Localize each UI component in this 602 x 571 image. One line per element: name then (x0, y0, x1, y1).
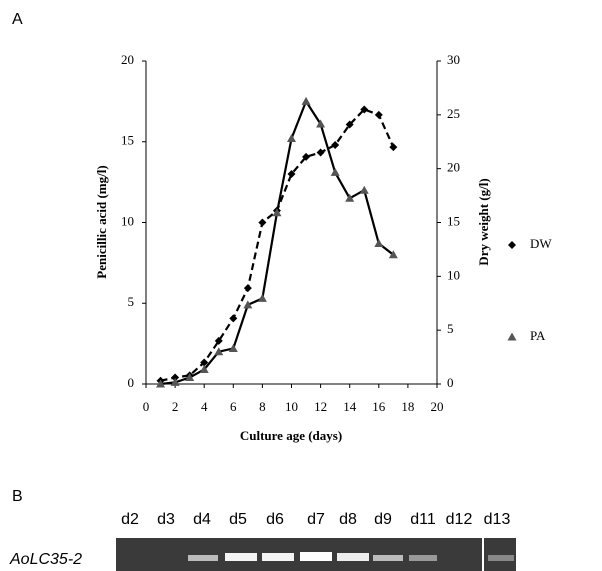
data-point (171, 373, 180, 382)
legend-label: PA (530, 328, 546, 343)
data-point (199, 364, 209, 373)
data-point (359, 185, 369, 194)
band (188, 555, 218, 561)
x-tick-label: 18 (401, 399, 414, 414)
y2-axis-title: Dry weight (g/l) (476, 178, 491, 265)
data-point (272, 208, 282, 217)
data-point (330, 167, 340, 176)
panel-label: B (12, 488, 23, 505)
y2-tick-label: 15 (447, 213, 460, 228)
data-point (228, 343, 238, 352)
gene-label: AoLC35-2 (9, 551, 82, 568)
data-point (345, 193, 355, 202)
data-point (374, 110, 383, 119)
data-point (258, 218, 267, 227)
data-point (374, 238, 384, 247)
band (225, 553, 257, 561)
legend-marker (508, 241, 516, 249)
data-point (156, 379, 166, 388)
data-point (214, 347, 224, 356)
y2-tick-label: 25 (447, 106, 460, 121)
band (300, 552, 332, 561)
x-tick-label: 14 (343, 399, 357, 414)
data-point (360, 105, 369, 114)
data-point (229, 314, 238, 323)
band (409, 555, 437, 561)
data-point (316, 148, 325, 157)
y2-tick-label: 30 (447, 52, 460, 67)
y-tick-label: 15 (121, 133, 134, 148)
x-tick-label: 8 (259, 399, 266, 414)
legend-marker (507, 332, 517, 341)
lane-label: d6 (266, 511, 284, 528)
data-point (389, 143, 398, 152)
x-tick-label: 6 (230, 399, 237, 414)
data-point (302, 152, 311, 161)
x-tick-label: 20 (431, 399, 444, 414)
gel-background (484, 538, 516, 571)
data-point (200, 358, 209, 367)
band (488, 555, 514, 561)
band (262, 553, 294, 561)
y-tick-label: 10 (121, 213, 134, 228)
band (337, 553, 369, 561)
band (373, 555, 403, 561)
lane-label: d3 (157, 511, 175, 528)
gel (116, 538, 516, 571)
lane-label: d2 (121, 511, 139, 528)
data-point (170, 377, 180, 386)
y-tick-label: 20 (121, 52, 134, 67)
data-point (287, 170, 296, 179)
y2-tick-label: 10 (447, 267, 460, 282)
x-tick-label: 16 (372, 399, 386, 414)
series-line (160, 98, 395, 386)
data-point (214, 336, 223, 345)
data-point (185, 373, 195, 382)
x-tick-label: 4 (201, 399, 208, 414)
lane-label: d11 (410, 511, 436, 528)
lane-label: d7 (307, 511, 325, 528)
y-tick-label: 5 (128, 294, 135, 309)
x-tick-label: 2 (172, 399, 179, 414)
data-point (243, 300, 253, 309)
y-tick-label: 0 (128, 375, 135, 390)
data-point (243, 284, 252, 293)
data-point (316, 119, 326, 128)
lane-label: d9 (374, 511, 392, 528)
x-tick-label: 0 (143, 399, 150, 414)
lane-label: d8 (339, 511, 357, 528)
legend-label: DW (530, 236, 552, 251)
x-tick-label: 10 (285, 399, 298, 414)
y-axis-title: Penicillic acid (mg/l) (94, 165, 109, 278)
y2-tick-label: 5 (447, 321, 454, 336)
y2-tick-label: 20 (447, 160, 460, 175)
x-tick-label: 12 (314, 399, 327, 414)
x-axis-title: Culture age (days) (240, 428, 342, 443)
lane-label: d12 (446, 511, 473, 528)
data-point (287, 134, 296, 143)
data-point (331, 140, 340, 149)
data-point (257, 293, 267, 302)
lane-label: d5 (229, 511, 247, 528)
data-point (388, 250, 398, 259)
gel-background (116, 538, 482, 571)
data-point (345, 120, 354, 129)
y2-tick-label: 0 (447, 375, 454, 390)
panel-label: A (12, 11, 23, 28)
lane-label: d13 (484, 511, 511, 528)
series-line (160, 108, 395, 382)
data-point (301, 96, 311, 105)
lane-label: d4 (193, 511, 211, 528)
